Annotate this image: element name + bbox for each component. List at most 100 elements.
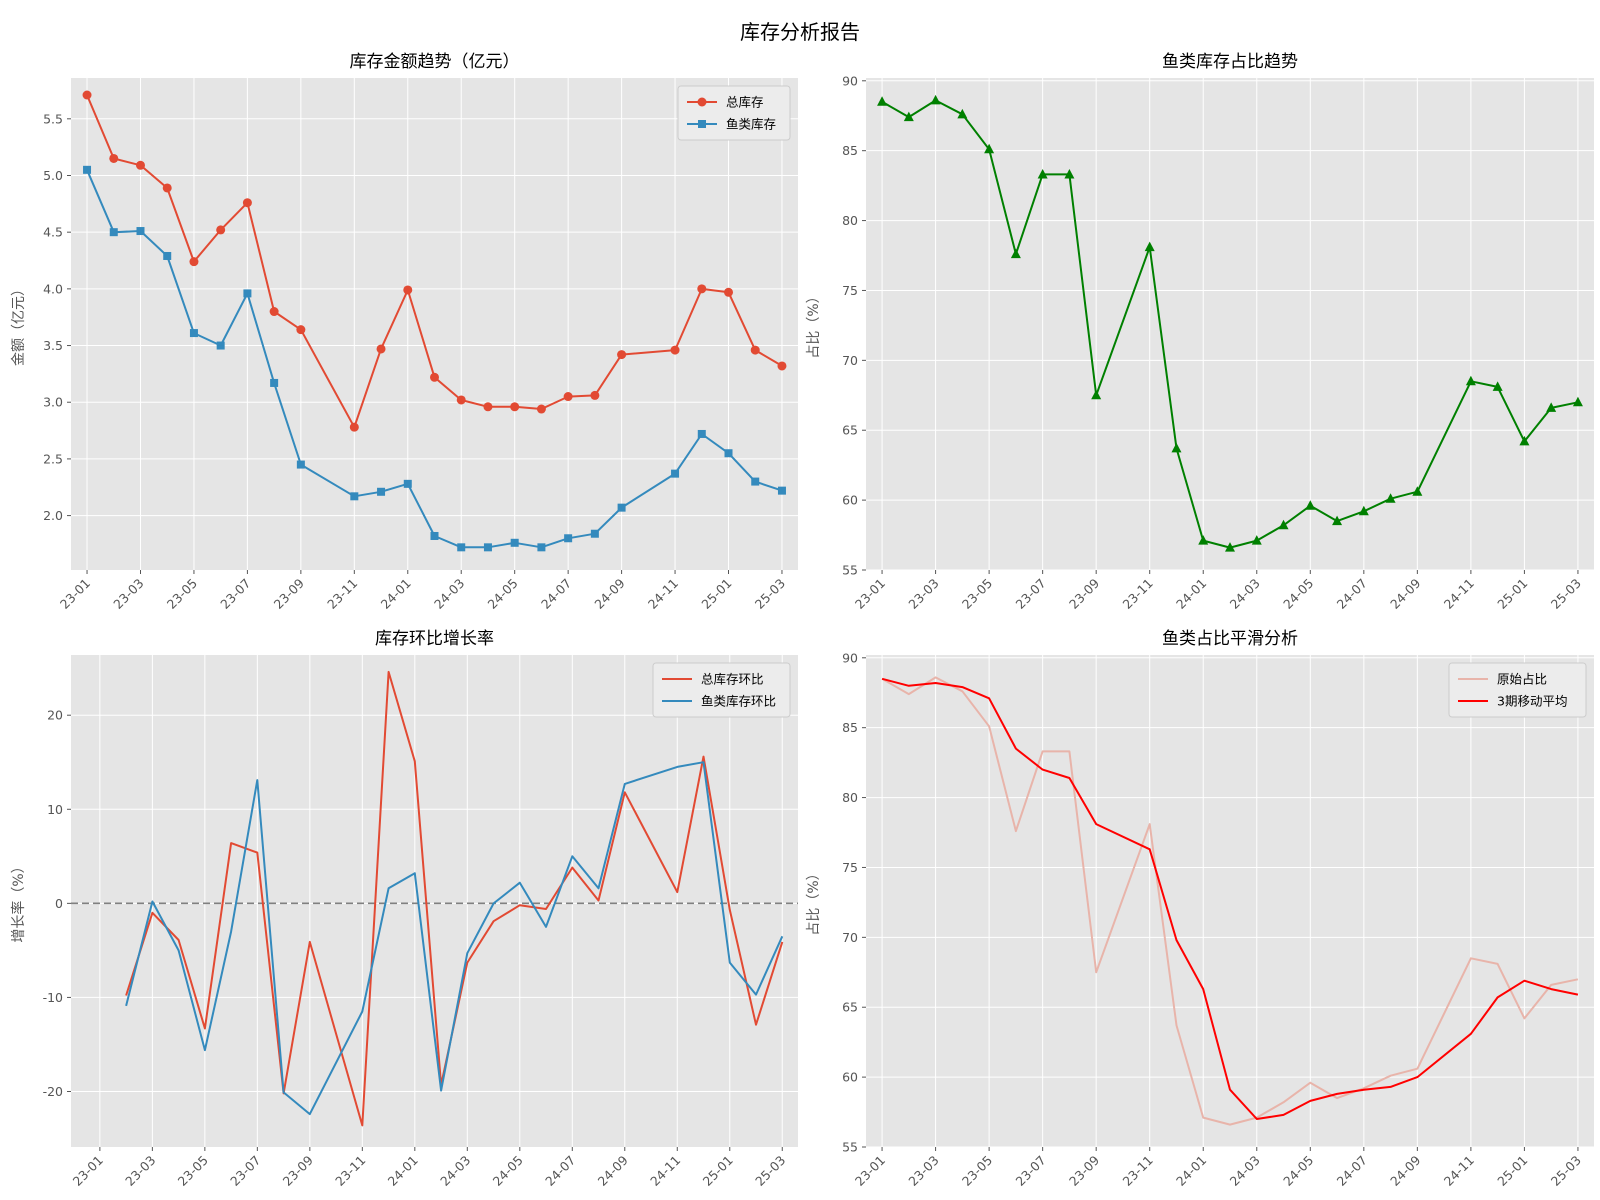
x-tick-label: 24-11 [1441, 576, 1477, 612]
y-tick-label: 5.0 [43, 168, 63, 183]
y-tick-label: 20 [47, 708, 63, 723]
x-tick-label: 23-09 [1066, 575, 1102, 611]
data-point [930, 94, 941, 105]
data-point [984, 143, 995, 154]
x-tick-label: 24-07 [1334, 576, 1370, 612]
x-tick-label: 25-01 [1494, 576, 1530, 612]
data-point [536, 404, 546, 414]
data-point [617, 503, 626, 512]
y-tick-label: 85 [842, 143, 858, 158]
data-point [403, 479, 412, 488]
x-tick-label: 23-11 [332, 1153, 368, 1189]
y-tick-label: 10 [47, 802, 63, 817]
data-point [457, 543, 466, 552]
data-point [376, 344, 386, 354]
chart-panel-ratio: 55 60 65 70 75 80 85 90 23-01 23-03 23-05 23-07 23-0… [806, 52, 1594, 612]
data-point [1010, 248, 1021, 259]
data-point [136, 227, 145, 236]
data-point [243, 289, 252, 298]
x-tick-label: 24-07 [542, 1153, 578, 1189]
data-point [671, 469, 680, 478]
chart-title: 库存环比增长率 [375, 629, 494, 649]
data-point [777, 361, 787, 371]
x-tick-label: 23-01 [70, 1153, 106, 1189]
y-tick-label: 2.0 [43, 508, 63, 523]
legend-label: 总库存环比 [701, 672, 764, 687]
x-tick-label: 23-05 [959, 1153, 995, 1189]
chart-panel-smooth: 55 60 65 70 75 80 85 90 23-01 23-03 23-05 23-07 23-0… [806, 629, 1594, 1189]
y-tick-label: -10 [43, 990, 63, 1005]
legend-label: 鱼类库存 [726, 117, 776, 132]
x-tick-label: 24-11 [647, 1153, 683, 1189]
y-tick-label: 60 [842, 493, 858, 508]
y-tick-label: 3.5 [43, 338, 63, 353]
data-point [1278, 519, 1289, 530]
x-tick-label: 23-01 [852, 1153, 888, 1189]
data-point [1519, 435, 1530, 446]
y-axis-label: 金额（亿元） [11, 282, 27, 366]
data-point [1385, 493, 1396, 503]
chart-title: 库存金额趋势（亿元） [350, 52, 520, 72]
x-tick-label: 24-07 [1334, 1153, 1370, 1189]
chart-panel-amount: 2.0 2.5 3.0 3.5 4.0 4.5 5.0 5.5 23-01 23-03 23-05 2… [11, 52, 798, 612]
data-point [1465, 375, 1476, 386]
y-tick-label: 0 [55, 896, 63, 911]
x-tick-label: 24-11 [645, 576, 681, 612]
series-line-1 [881, 677, 1579, 1120]
data-point [1091, 389, 1102, 400]
data-point [216, 341, 225, 350]
data-point [1358, 505, 1369, 516]
x-tick-label: 23-01 [57, 576, 93, 612]
x-tick-label: 23-03 [905, 1153, 941, 1189]
data-point [270, 378, 279, 387]
y-tick-label: 90 [842, 650, 858, 665]
x-tick-label: 24-09 [1387, 1152, 1423, 1188]
y-tick-label: 3.0 [43, 395, 63, 410]
x-tick-label: 23-11 [324, 576, 360, 612]
data-point [162, 183, 172, 193]
data-point [242, 198, 252, 208]
data-point [903, 111, 914, 122]
y-tick-label: 70 [842, 930, 858, 945]
y-tick-label: 4.0 [43, 281, 63, 296]
data-point [1332, 515, 1343, 526]
x-tick-label: 23-07 [227, 1153, 263, 1189]
data-point [83, 165, 92, 174]
data-point [377, 487, 386, 496]
x-tick-label: 24-05 [485, 576, 521, 612]
data-point [189, 329, 198, 338]
x-tick-label: 23-05 [959, 576, 995, 612]
data-point [1198, 535, 1209, 545]
data-point [109, 228, 118, 237]
y-tick-label: 90 [842, 73, 858, 88]
x-tick-label: 24-03 [1227, 576, 1263, 612]
data-point [724, 449, 733, 458]
x-tick-label: 24-11 [1441, 1153, 1477, 1189]
data-point [109, 153, 119, 163]
x-tick-label: 24-07 [538, 576, 574, 612]
y-tick-label: 85 [842, 720, 858, 735]
x-tick-label: 24-03 [1227, 1153, 1263, 1189]
data-point [1412, 486, 1423, 496]
data-point [1251, 535, 1262, 545]
plot-area [71, 655, 798, 1147]
data-point [296, 460, 305, 469]
data-point [430, 531, 439, 540]
x-tick-label: 24-01 [385, 1153, 421, 1189]
data-point [483, 402, 493, 412]
x-tick-label: 24-09 [1387, 575, 1423, 611]
data-point [163, 251, 172, 260]
x-tick-label: 23-11 [1120, 1153, 1156, 1189]
x-tick-label: 24-01 [1173, 576, 1209, 612]
data-point [1305, 500, 1316, 510]
y-tick-label: 75 [842, 860, 858, 875]
y-axis-label: 占比（%） [806, 866, 822, 935]
x-tick-label: 25-01 [698, 576, 734, 612]
legend-label: 原始占比 [1497, 672, 1547, 687]
data-point [1144, 241, 1155, 252]
y-tick-label: 65 [842, 423, 858, 438]
x-tick-label: 24-03 [437, 1153, 473, 1189]
data-point [564, 534, 573, 543]
legend-marker [698, 120, 706, 128]
